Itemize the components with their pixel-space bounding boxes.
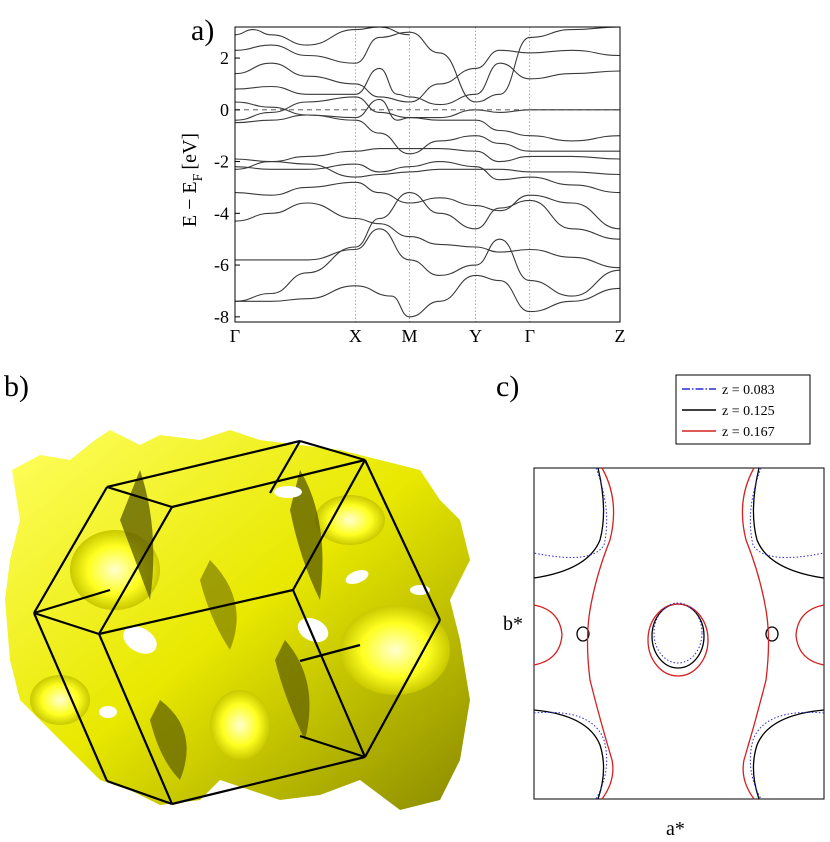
x-tick-label: Y — [469, 326, 482, 346]
surface-hole — [274, 486, 302, 498]
surface-hole — [99, 706, 117, 718]
y-axis-label-main: E − E — [179, 181, 201, 227]
legend-label-z-0.083: z = 0.083 — [722, 383, 775, 398]
contour-x-axis-label: a* — [666, 818, 685, 840]
surface-hole — [345, 570, 369, 584]
band-line-2 — [235, 228, 621, 297]
legend-label-z-0.125: z = 0.125 — [722, 404, 775, 419]
x-tick-label: Γ — [525, 326, 535, 346]
fermi-surface-render — [5, 430, 470, 810]
band-structure-frame — [234, 26, 621, 323]
band-line-7 — [234, 148, 621, 170]
fermi-contour-plot: z = 0.083 z = 0.125 z = 0.167 a* b* — [503, 374, 825, 840]
band-line-12 — [234, 62, 621, 106]
band-line-8 — [234, 158, 621, 178]
unit-cell-box — [32, 439, 441, 806]
y-axis-label: E − EF [eV] — [179, 133, 206, 227]
band-line-3 — [235, 274, 621, 318]
band-line-9 — [234, 114, 620, 155]
contour-z-0.083 — [533, 467, 825, 800]
surface-shadow — [120, 470, 154, 600]
band-line-11 — [234, 98, 620, 121]
y-axis-label-unit: [eV] — [179, 133, 201, 170]
band-line-13 — [234, 49, 621, 103]
y-axis-ticks: -8 -6 -4 -2 0 2 — [214, 48, 240, 327]
band-structure-gridlines — [354, 27, 531, 322]
surface-shadow — [275, 640, 310, 740]
x-tick-label: Γ — [230, 326, 240, 346]
band-line-14 — [234, 26, 621, 103]
surface-highlight — [210, 690, 270, 760]
surface-hole — [297, 617, 329, 643]
surface-shadow — [200, 560, 237, 650]
band-line-10 — [234, 96, 621, 142]
x-tick-label: Z — [615, 326, 626, 346]
x-tick-label: X — [349, 326, 362, 346]
contour-y-axis-label: b* — [503, 613, 523, 635]
band-line-15 — [234, 26, 410, 46]
band-line-4 — [234, 202, 621, 269]
band-line-5 — [234, 181, 621, 230]
band-structure-plot: -8 -6 -4 -2 0 2 Γ X M Y Γ Z E − EF [eV] — [179, 26, 626, 346]
y-tick-label: 2 — [220, 48, 229, 68]
contour-z-0.167 — [533, 467, 825, 800]
panel-label-b: b) — [4, 370, 29, 403]
surface-shadow — [150, 700, 187, 780]
surface-hole — [123, 626, 157, 654]
contour-frame — [533, 467, 825, 800]
band-lines — [234, 26, 621, 318]
y-axis-label-subscript: F — [191, 173, 206, 181]
surface-highlight — [315, 495, 385, 545]
surface-highlight — [340, 605, 450, 695]
y-tick-label: -4 — [214, 203, 229, 223]
panel-label-a: a) — [191, 14, 215, 47]
surface-shadow — [290, 470, 323, 600]
y-tick-label: -8 — [214, 307, 229, 327]
panel-label-c: c) — [496, 370, 520, 403]
legend-label-z-0.167: z = 0.167 — [722, 425, 775, 440]
band-line-1 — [234, 192, 621, 302]
legend: z = 0.083 z = 0.125 z = 0.167 — [675, 374, 811, 445]
contour-z-0.125 — [533, 467, 825, 800]
y-tick-label: -2 — [214, 152, 229, 172]
surface-highlight — [30, 675, 90, 725]
y-tick-label: 0 — [220, 100, 229, 120]
x-tick-label: M — [401, 326, 417, 346]
y-tick-label: -6 — [214, 255, 229, 275]
band-line-6 — [234, 161, 621, 194]
